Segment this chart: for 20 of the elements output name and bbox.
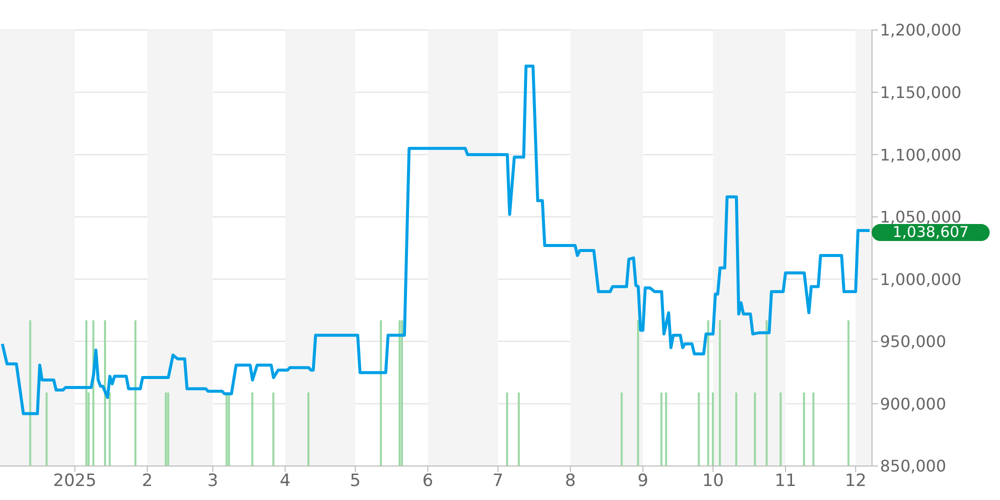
- x-tick-label: 12: [844, 471, 866, 492]
- x-tick-label: 6: [422, 471, 434, 492]
- x-tick-label: 4: [280, 471, 291, 492]
- x-tick-label: 9: [637, 471, 648, 492]
- x-tick-label: 3: [207, 471, 218, 492]
- y-tick-label: 1,000,000: [880, 270, 962, 289]
- x-tick-label: 11: [774, 471, 796, 492]
- y-tick-label: 1,150,000: [880, 82, 962, 102]
- y-tick-label: 950,000: [880, 332, 946, 352]
- y-tick-label: 1,200,000: [880, 20, 962, 40]
- x-tick-label: 5: [350, 471, 361, 492]
- x-tick-label: 8: [565, 471, 576, 492]
- y-tick-label: 900,000: [880, 394, 946, 414]
- x-tick-label: 7: [492, 471, 504, 492]
- y-tick-label: 850,000: [880, 456, 946, 476]
- y-tick-label: 1,100,000: [880, 145, 962, 164]
- x-tick-label: 2: [142, 471, 153, 492]
- x-tick-label: 10: [702, 471, 724, 492]
- x-tick-label: 2025: [53, 471, 96, 492]
- line-series: [0, 64, 872, 416]
